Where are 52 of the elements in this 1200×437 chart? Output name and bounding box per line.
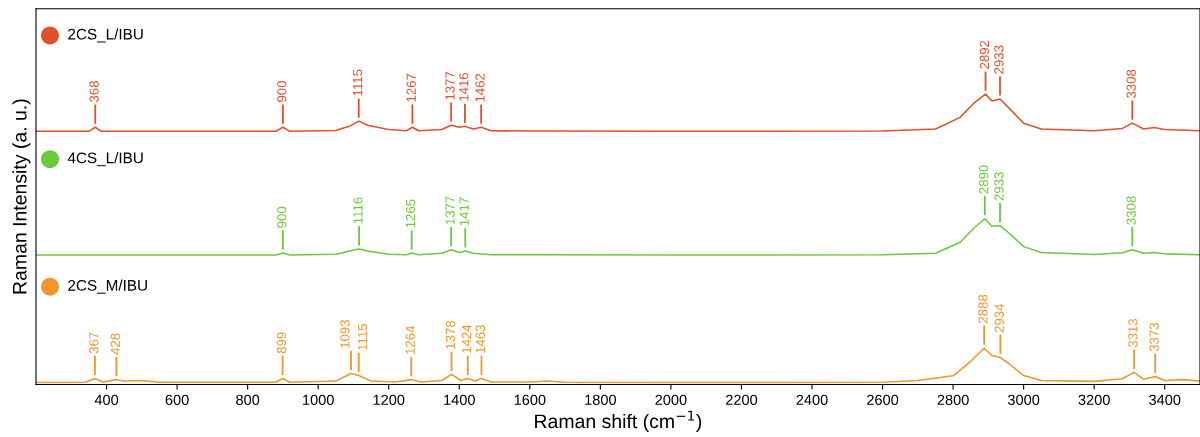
annotation: 1424 [461,324,472,353]
annotation: 1115 [358,324,368,350]
annotation: 1377 [445,71,455,100]
annotation: 2888 [978,294,988,323]
annotation: 3308 [1126,69,1136,98]
annotation: 900 [277,81,287,102]
x-tick-label: 3200 [1078,394,1110,405]
annotation: 3313 [1128,318,1138,348]
x-tick-label: 2400 [796,394,828,405]
x-tick-label: 1200 [373,394,405,405]
annotation: 1093 [340,320,350,348]
annotation: 1264 [405,325,415,354]
annotation: 1116 [353,197,363,224]
x-tick-label: 2600 [867,394,899,405]
annotation: 2934 [994,303,1004,333]
x-tick-label: 3000 [1007,394,1040,405]
y-axis-title: Raman Intensity (a. u.) [12,99,31,294]
x-tick-label: 1600 [514,394,546,405]
annotation: 2890 [979,165,989,194]
annotation: 2933 [994,45,1004,74]
x-tick-label: 1000 [303,394,334,405]
legend-label: 4CS_L/IBU [67,152,143,167]
x-tick-label: 1800 [585,394,617,405]
annotation: 900 [277,206,287,228]
x-tick-label: 2000 [655,394,687,405]
legend-label: 2CS_L/IBU [68,28,143,43]
annotation: 1416 [459,72,469,101]
x-tick-label: 800 [236,394,260,405]
annotation: 1462 [475,73,485,102]
annotation: 428 [110,333,120,355]
annotation: 1267 [406,73,416,102]
x-tick-label: 3400 [1149,394,1181,405]
x-tick-label: 2800 [937,394,969,405]
x-tick-label: 400 [94,394,119,405]
annotation: 1378 [445,320,456,349]
annotation: 1265 [405,199,416,228]
annotation: 1115 [353,69,363,96]
annotation: 899 [276,332,287,354]
annotation: 1417 [459,197,469,226]
annotation: 2933 [994,172,1004,201]
x-tick-label: 1400 [444,394,475,405]
annotation: 367 [89,332,99,354]
annotation: 1377 [445,196,455,225]
annotation: 368 [89,81,99,103]
x-tick-label: 2200 [725,394,758,405]
legend-label: 2CS_M/IBU [68,279,147,294]
annotation: 3373 [1149,322,1159,352]
x-axis-title: Raman shift (cm$^{−1}$) [535,410,702,433]
annotation: 1463 [475,325,486,353]
annotation: 3308 [1126,196,1136,225]
x-tick-label: 600 [165,394,189,405]
annotation: 2892 [979,40,990,69]
